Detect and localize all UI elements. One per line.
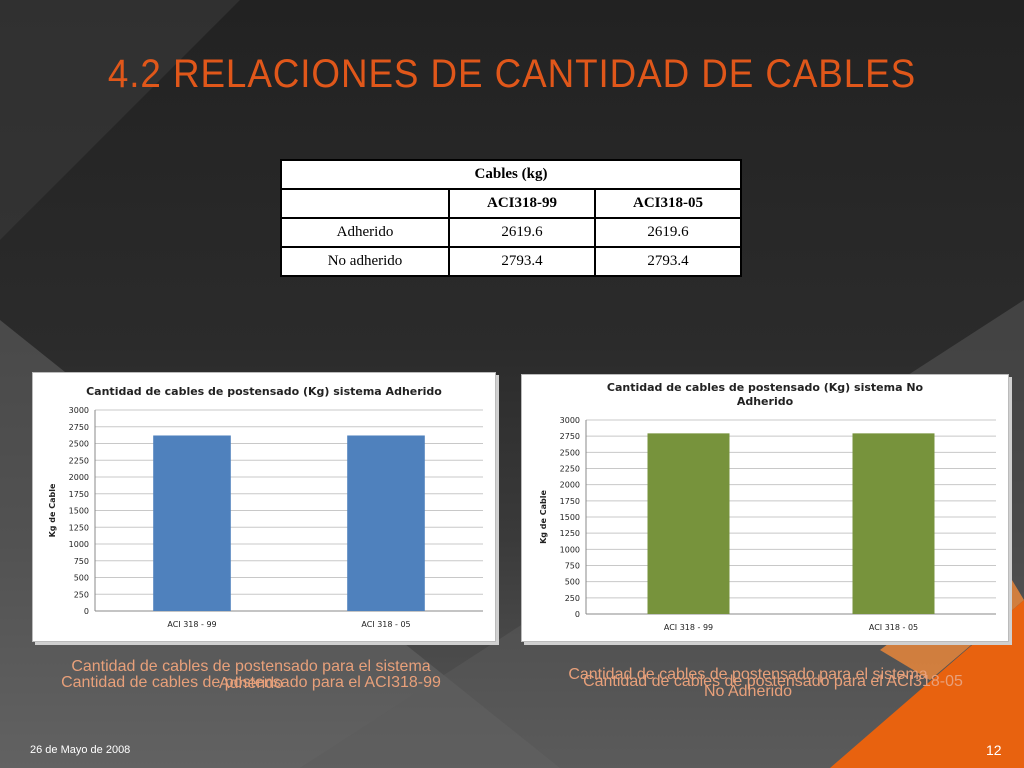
x-tick-label: ACI 318 - 05 (361, 620, 410, 629)
chart-title: Cantidad de cables de postensado (Kg) si… (607, 381, 924, 394)
caption-left-line2: Adherido (218, 675, 284, 692)
y-tick-label: 2500 (69, 440, 89, 449)
table-header-aci05: ACI318-05 (594, 188, 742, 219)
y-tick-label: 750 (565, 562, 580, 571)
row-label: Adherido (280, 217, 450, 248)
table-row: No adherido 2793.4 2793.4 (280, 246, 742, 277)
y-tick-label: 2000 (69, 473, 89, 482)
bar (347, 435, 425, 611)
y-tick-label: 2250 (560, 465, 580, 474)
slide-title: 4.2 RELACIONES DE CANTIDAD DE CABLES (107, 52, 917, 96)
bar (852, 433, 935, 614)
chart-title: Adherido (737, 395, 794, 408)
chart-adherido: Cantidad de cables de postensado (Kg) si… (32, 372, 496, 642)
bar (647, 433, 730, 614)
y-tick-label: 2000 (560, 481, 580, 490)
y-tick-label: 2750 (560, 432, 580, 441)
chart-title: Cantidad de cables de postensado (Kg) si… (86, 385, 442, 398)
caption-right-aci: Cantidad de cables de postensado para el… (583, 673, 963, 690)
y-tick-label: 1750 (560, 497, 580, 506)
table-title: Cables (kg) (280, 159, 742, 190)
caption-right-line2: No Adherido (703, 683, 793, 700)
y-tick-label: 1750 (69, 490, 89, 499)
y-tick-label: 1250 (69, 523, 89, 532)
y-tick-label: 2250 (69, 456, 89, 465)
y-tick-label: 1250 (560, 529, 580, 538)
caption-left-system: Cantidad de cables de postensado para el… (10, 658, 492, 692)
y-tick-label: 2750 (69, 423, 89, 432)
y-tick-label: 1000 (69, 540, 89, 549)
y-axis-label: Kg de Cable (539, 490, 548, 544)
y-tick-label: 2500 (560, 448, 580, 457)
y-tick-label: 250 (74, 590, 89, 599)
x-tick-label: ACI 318 - 05 (869, 623, 918, 632)
y-tick-label: 0 (84, 607, 89, 616)
x-tick-label: ACI 318 - 99 (664, 623, 713, 632)
y-tick-label: 1500 (560, 513, 580, 522)
chart-no-adherido: Cantidad de cables de postensado (Kg) si… (521, 374, 1009, 642)
y-tick-label: 1500 (69, 507, 89, 516)
chart-no-adherido-svg: Cantidad de cables de postensado (Kg) si… (539, 381, 996, 632)
table-cell: 2793.4 (448, 246, 596, 277)
footer-date: 26 de Mayo de 2008 (30, 744, 131, 756)
y-tick-label: 3000 (560, 416, 580, 425)
slide-number: 12 (986, 742, 1002, 758)
y-tick-label: 250 (565, 594, 580, 603)
caption-left-line1: Cantidad de cables de postensado para el… (71, 658, 431, 675)
x-tick-label: ACI 318 - 99 (167, 620, 216, 629)
y-tick-label: 500 (565, 578, 580, 587)
caption-left-aci: Cantidad de cables de postensado para el… (61, 674, 441, 691)
table-cell: 2793.4 (594, 246, 742, 277)
table-cell: 2619.6 (594, 217, 742, 248)
chart-adherido-svg: Cantidad de cables de postensado (Kg) si… (48, 385, 483, 629)
y-tick-label: 0 (575, 610, 580, 619)
y-axis-label: Kg de Cable (48, 483, 57, 537)
y-tick-label: 500 (74, 574, 89, 583)
y-tick-label: 750 (74, 557, 89, 566)
bar (153, 435, 231, 611)
caption-right-line1: Cantidad de cables de postensado para el… (568, 666, 928, 683)
cables-table: Cables (kg) ACI318-99 ACI318-05 Adherido… (280, 159, 742, 277)
caption-right-system: Cantidad de cables de postensado para el… (510, 666, 986, 700)
row-label: No adherido (280, 246, 450, 277)
y-tick-label: 1000 (560, 545, 580, 554)
table-header-empty (280, 188, 450, 219)
table-row: Adherido 2619.6 2619.6 (280, 217, 742, 248)
table-cell: 2619.6 (448, 217, 596, 248)
y-tick-label: 3000 (69, 406, 89, 415)
table-header-aci99: ACI318-99 (448, 188, 596, 219)
